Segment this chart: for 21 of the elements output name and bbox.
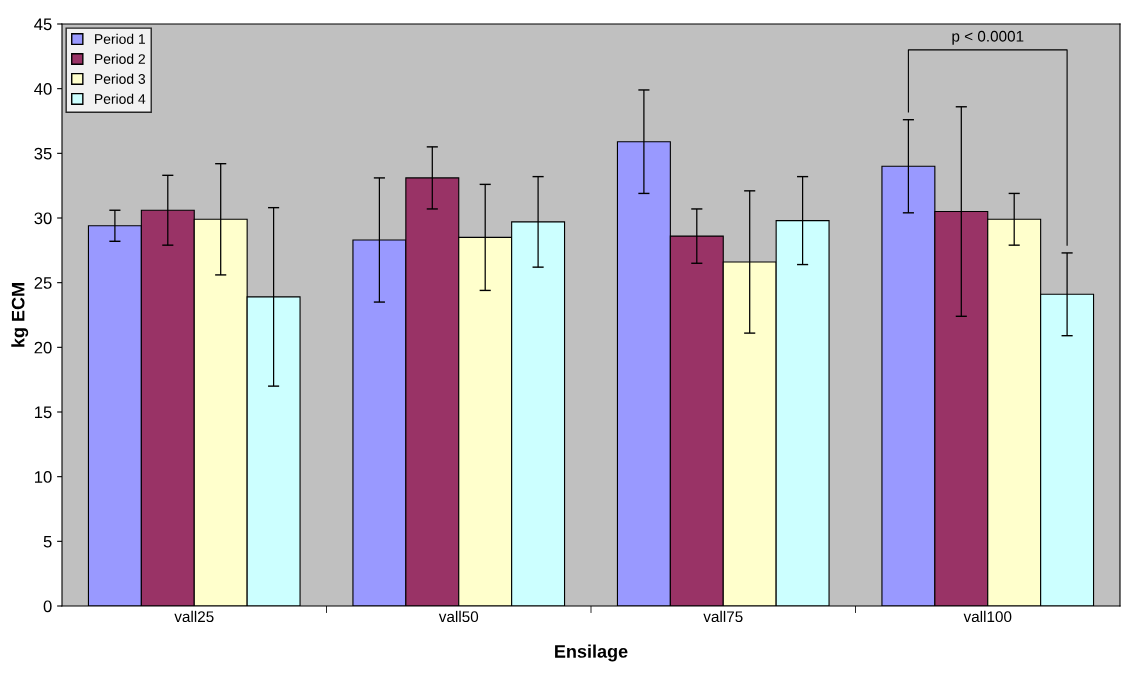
- y-tick-label: 35: [34, 147, 52, 160]
- y-tick-label: 15: [35, 406, 52, 419]
- x-tick-label: vall50: [438, 610, 479, 623]
- y-tick-label: 30: [34, 212, 52, 225]
- y-tick-label: 40: [34, 83, 52, 95]
- y-tick-label: 25: [34, 277, 52, 289]
- legend-label: Period 3: [95, 73, 146, 84]
- y-tick-label: 20: [34, 341, 52, 354]
- x-tick-label: vall100: [963, 610, 1012, 623]
- y-tick-label: 0: [43, 600, 52, 613]
- y-tick-label: 10: [35, 471, 52, 483]
- y-tick-label: 5: [43, 535, 52, 548]
- legend-label: Period 1: [95, 33, 145, 44]
- y-tick-label: 45: [34, 18, 52, 31]
- x-tick-label: vall25: [174, 610, 214, 623]
- annotation: p < 0.0001: [952, 30, 1024, 45]
- y-axis-title: kg ECM: [11, 283, 29, 347]
- legend-label: Period 2: [95, 53, 145, 64]
- x-axis-title: Ensilage: [555, 644, 628, 662]
- legend-label: Period 4: [95, 93, 146, 104]
- x-tick-label: vall75: [703, 610, 743, 623]
